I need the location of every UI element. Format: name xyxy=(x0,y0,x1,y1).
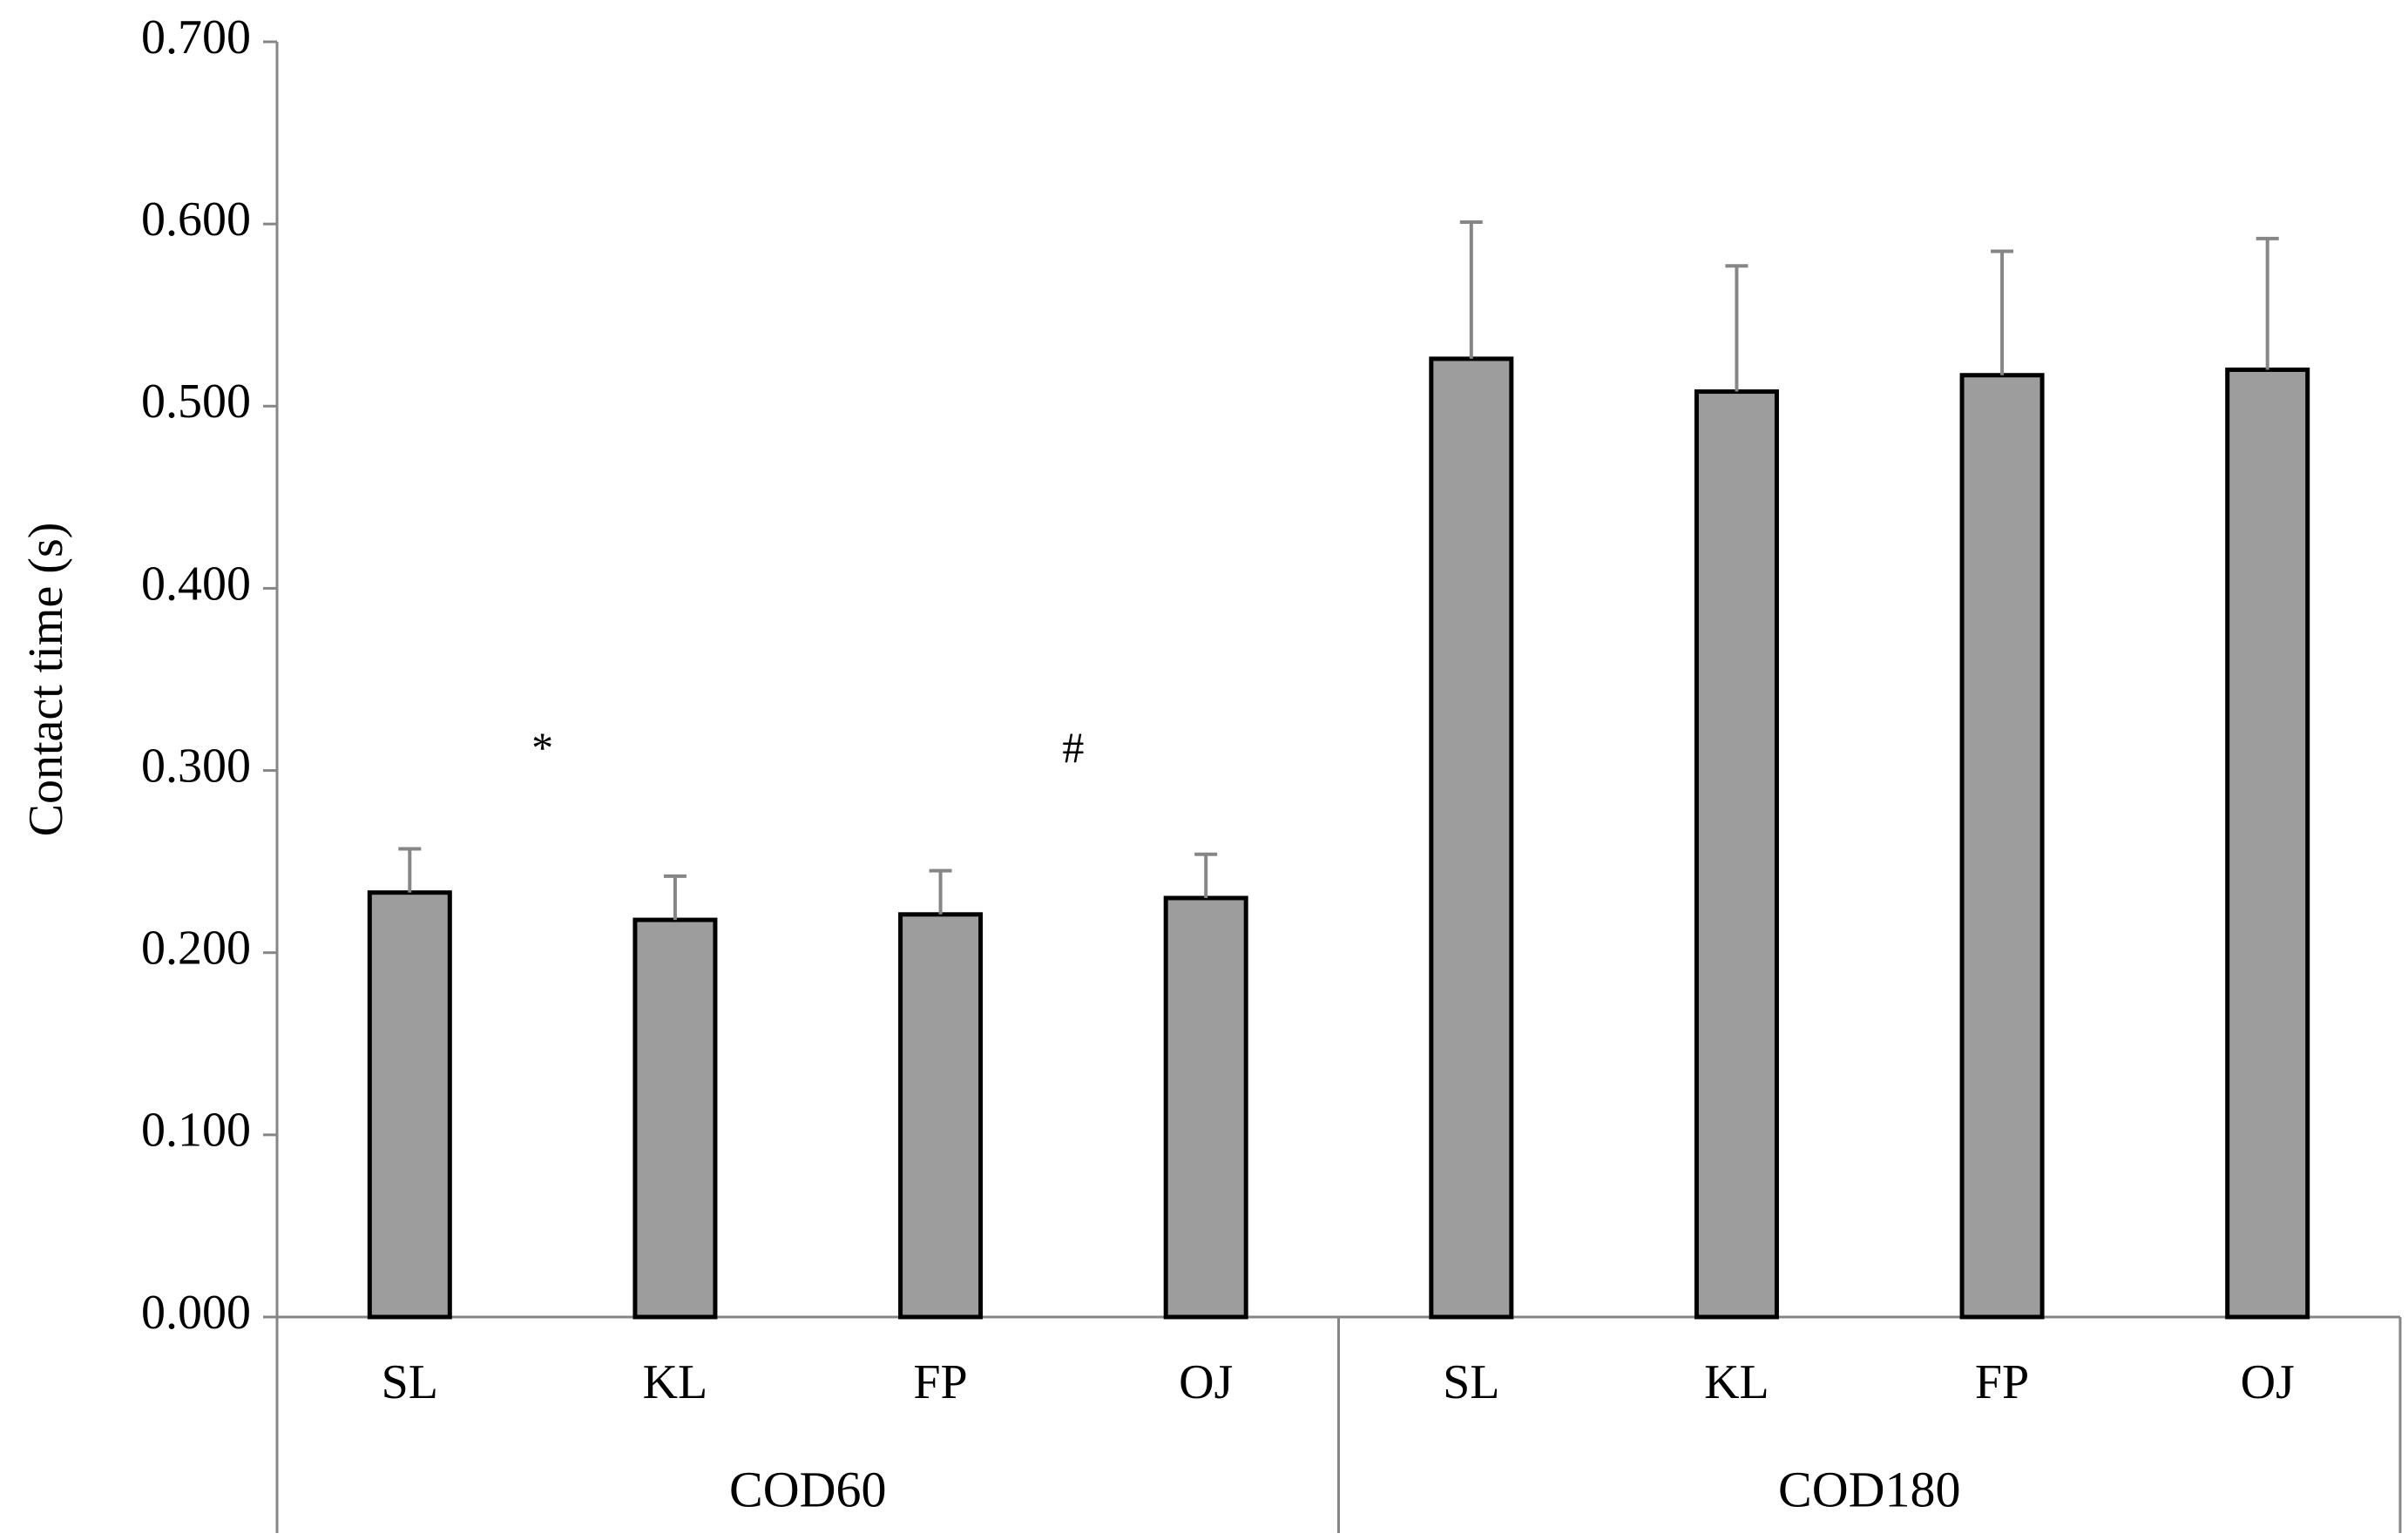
y-tick-label: 0.300 xyxy=(141,739,251,793)
bar xyxy=(898,912,984,1320)
bar xyxy=(632,917,718,1320)
bar xyxy=(2225,367,2310,1320)
bar xyxy=(1959,373,2045,1320)
annotations: * # xyxy=(531,723,1084,772)
y-axis-label: Contact time (s) xyxy=(19,523,73,837)
x-category-label: SL xyxy=(1443,1355,1499,1409)
y-tick-label: 0.400 xyxy=(141,557,251,611)
bar xyxy=(367,890,452,1320)
y-tick-label: 0.200 xyxy=(141,922,251,976)
y-tick-label: 0.500 xyxy=(141,375,251,429)
bar xyxy=(1694,389,1779,1320)
y-tick-label: 0.700 xyxy=(141,10,251,64)
y-tick-label: 0.100 xyxy=(141,1104,251,1158)
x-category-label: KL xyxy=(1704,1355,1769,1409)
error-bars xyxy=(398,220,2279,921)
significance-marker: * xyxy=(531,723,553,772)
y-axis-title: Contact time (s) xyxy=(19,523,73,837)
x-axis-labels: SL KL FP OJ COD60 SL KL FP OJ COD180 xyxy=(382,1355,2295,1517)
x-group-label: COD180 xyxy=(1778,1461,1960,1517)
y-tick-label: 0.600 xyxy=(141,192,251,247)
bar xyxy=(1163,895,1248,1320)
bar xyxy=(1429,356,1514,1320)
axes xyxy=(275,42,2402,1533)
x-category-label: FP xyxy=(1975,1355,2029,1409)
x-category-label: FP xyxy=(913,1355,967,1409)
significance-marker: # xyxy=(1062,723,1084,772)
bars xyxy=(367,356,2310,1320)
x-group-label: COD60 xyxy=(729,1461,886,1517)
x-category-label: KL xyxy=(643,1355,708,1409)
y-axis-ticks: 0.000 0.100 0.200 0.300 0.400 0.500 0.600 0.700 xyxy=(141,10,277,1340)
y-tick-label: 0.000 xyxy=(141,1286,251,1340)
x-category-label: OJ xyxy=(2241,1355,2295,1409)
x-category-label: OJ xyxy=(1179,1355,1233,1409)
x-category-label: SL xyxy=(382,1355,438,1409)
